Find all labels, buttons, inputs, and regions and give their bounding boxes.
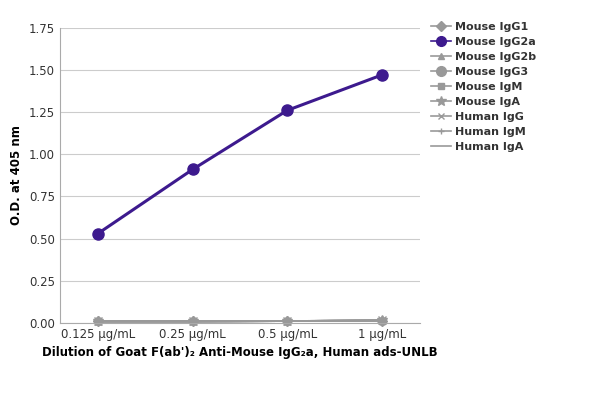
X-axis label: Dilution of Goat F(ab')₂ Anti-Mouse IgG₂a, Human ads-UNLB: Dilution of Goat F(ab')₂ Anti-Mouse IgG₂… (42, 346, 438, 359)
Legend: Mouse IgG1, Mouse IgG2a, Mouse IgG2b, Mouse IgG3, Mouse IgM, Mouse IgA, Human Ig: Mouse IgG1, Mouse IgG2a, Mouse IgG2b, Mo… (431, 22, 536, 152)
Y-axis label: O.D. at 405 nm: O.D. at 405 nm (10, 125, 23, 225)
